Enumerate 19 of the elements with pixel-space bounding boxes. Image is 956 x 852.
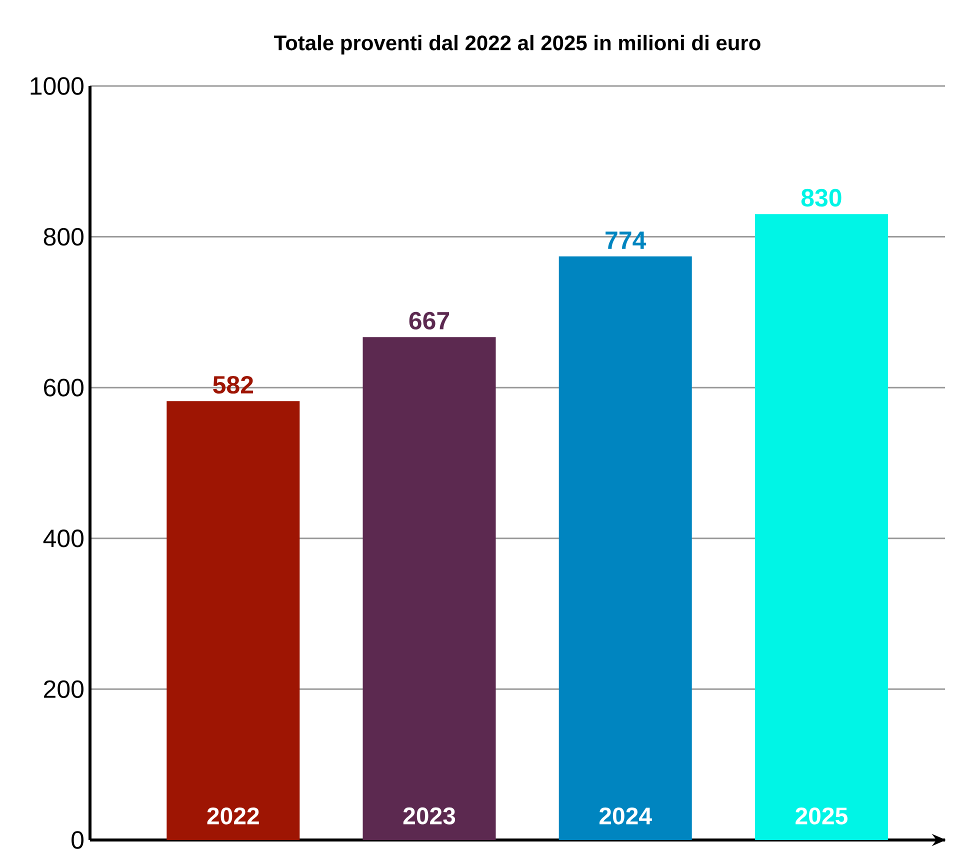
x-tick-label: 2022: [207, 807, 259, 824]
chart-title: Totale proventi dal 2022 al 2025 in milioni di euro: [274, 34, 760, 54]
bar: [166, 401, 300, 840]
bar: [362, 336, 496, 840]
data-label: 582: [213, 376, 254, 394]
bar: [754, 214, 888, 840]
y-tick-label: 800: [44, 228, 84, 246]
bar: [558, 256, 692, 840]
x-tick-label: 2024: [599, 807, 652, 824]
y-tick-label: 1000: [30, 77, 84, 95]
y-tick-label: 400: [43, 529, 84, 548]
x-tick-label: 2023: [403, 807, 456, 824]
y-tick-label: 600: [44, 378, 84, 396]
data-label: 830: [801, 188, 842, 207]
data-label: 774: [606, 232, 646, 249]
data-label: 667: [409, 312, 450, 330]
y-tick-label: 0: [72, 831, 84, 849]
y-tick-label: 200: [44, 680, 84, 698]
x-tick-label: 2025: [796, 807, 848, 824]
